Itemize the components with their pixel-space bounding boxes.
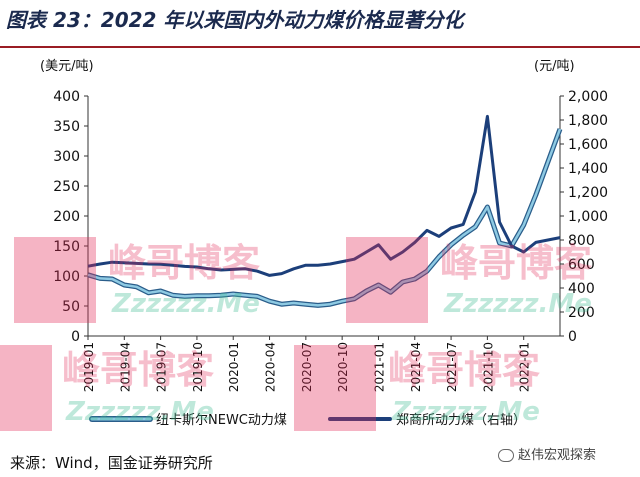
x-tick-label: 2021-07: [445, 342, 459, 392]
x-tick-label: 2019-07: [155, 342, 169, 392]
legend-label-newc: 纽卡斯尔NEWC动力煤: [156, 413, 287, 428]
series-line-newc-outline: [87, 128, 563, 308]
left-tick-label: 100: [53, 269, 80, 285]
right-tick-label: 1,200: [568, 185, 608, 201]
title-divider: [0, 46, 640, 48]
wechat-badge: 赵伟宏观探索: [498, 444, 596, 463]
right-tick-label: 1,800: [568, 113, 608, 129]
x-tick-label: 2019-10: [191, 342, 205, 392]
left-tick-label: 400: [53, 89, 80, 105]
right-tick-label: 2,000: [568, 89, 608, 105]
legend-label-zce: 郑商所动力煤（右轴）: [396, 413, 526, 428]
left-tick-label: 150: [53, 239, 80, 255]
right-tick-label: 800: [568, 233, 595, 249]
right-tick-label: 1,400: [568, 161, 608, 177]
left-tick-label: 250: [53, 179, 80, 195]
x-tick-label: 2021-01: [372, 342, 386, 392]
x-tick-label: 2020-01: [227, 342, 241, 392]
x-tick-label: 2020-10: [336, 342, 350, 392]
right-axis-unit: (元/吨): [534, 59, 575, 74]
left-axis-unit: (美元/吨): [40, 59, 94, 74]
left-tick-label: 350: [53, 119, 80, 135]
right-tick-label: 200: [568, 305, 595, 321]
legend: 纽卡斯尔NEWC动力煤 郑商所动力煤（右轴）: [89, 413, 526, 428]
right-tick-label: 400: [568, 281, 595, 297]
source-note: 来源：Wind，国金证券研究所: [10, 454, 213, 472]
left-tick-label: 50: [62, 299, 80, 315]
chart-title: 图表 23：2022 年以来国内外动力煤价格显著分化: [6, 8, 464, 32]
x-tick-label: 2019-04: [118, 342, 132, 392]
tick-labels: 0 50 100 150 200 250 300 350 400 0 200 400 600 800 1,0…: [53, 89, 608, 392]
x-tick-label: 2021-10: [481, 342, 495, 392]
x-tick-label: 2021-04: [409, 342, 423, 392]
x-tick-label: 2020-07: [300, 342, 314, 392]
right-tick-label: 1,000: [568, 209, 608, 225]
wechat-icon: [498, 449, 514, 462]
series-line-newc: [87, 128, 562, 307]
badge-label: 赵伟宏观探索: [518, 448, 597, 463]
x-tick-label: 2020-04: [264, 342, 278, 392]
series-line-zce: [87, 114, 561, 277]
x-tick-label: 2022-01: [518, 342, 532, 392]
left-tick-label: 300: [53, 149, 80, 165]
line-chart: (美元/吨) (元/吨) 050100150200250300350400020…: [40, 59, 608, 428]
right-tick-label: 600: [568, 257, 595, 273]
left-tick-label: 200: [53, 209, 80, 225]
left-tick-label: 0: [71, 329, 80, 345]
right-tick-label: 1,600: [568, 137, 608, 153]
right-tick-label: 0: [568, 329, 577, 345]
x-tick-label: 2019-01: [82, 342, 96, 392]
series-layer: [87, 114, 563, 308]
